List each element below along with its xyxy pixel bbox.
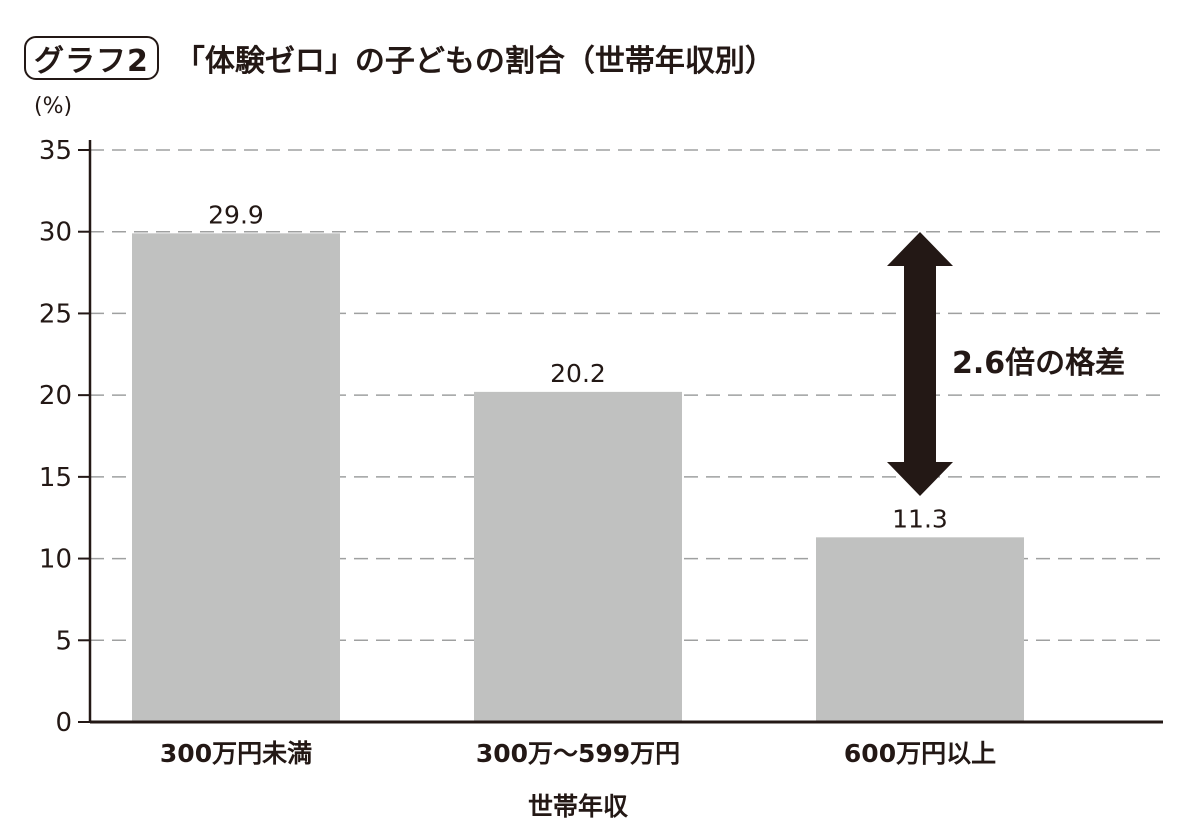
- x-axis-title: 世帯年収: [528, 792, 629, 821]
- y-tick-label: 20: [39, 381, 72, 411]
- value-label: 20.2: [550, 359, 606, 388]
- category-label: 600万円以上: [844, 739, 996, 768]
- category-label: 300万円未満: [160, 739, 312, 768]
- gap-annotation: 2.6倍の格差: [952, 346, 1125, 381]
- figure-badge: グラフ2: [24, 36, 159, 80]
- y-tick-label: 5: [55, 626, 72, 656]
- bar: [474, 391, 682, 722]
- y-tick-label: 30: [39, 218, 72, 248]
- double-arrow-icon: [887, 232, 953, 496]
- y-tick-label: 0: [55, 708, 72, 738]
- chart-title: 「体験ゼロ」の子どもの割合（世帯年収別）: [174, 44, 775, 79]
- y-tick-label: 15: [39, 463, 72, 493]
- y-tick-label: 35: [39, 136, 72, 166]
- y-tick-label: 25: [39, 299, 72, 329]
- y-tick-label: 10: [39, 545, 72, 575]
- chart-title-row: グラフ2 「体験ゼロ」の子どもの割合（世帯年収別）: [24, 34, 775, 82]
- value-label: 29.9: [208, 200, 264, 229]
- y-axis-unit: (%): [34, 94, 73, 119]
- bar: [816, 537, 1024, 722]
- bar: [132, 233, 340, 722]
- value-label: 11.3: [892, 504, 948, 533]
- category-label: 300万〜599万円: [476, 739, 680, 768]
